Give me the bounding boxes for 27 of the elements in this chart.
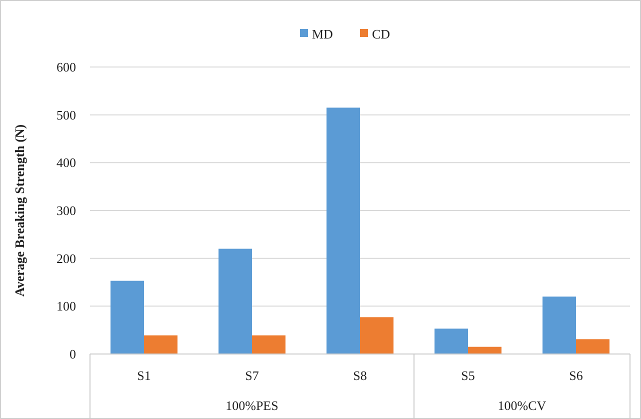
bar bbox=[326, 108, 360, 354]
y-tick-label: 400 bbox=[56, 155, 76, 170]
y-tick-label: 600 bbox=[56, 60, 76, 75]
x-tick-label: S6 bbox=[569, 368, 584, 383]
bar bbox=[360, 317, 394, 354]
bar bbox=[110, 280, 144, 354]
y-axis-title: Average Breaking Strength (N) bbox=[12, 124, 27, 297]
x-tick-label: S7 bbox=[245, 368, 260, 383]
y-tick-label: 200 bbox=[56, 250, 76, 266]
bar bbox=[252, 335, 286, 354]
text: 100%CV bbox=[498, 398, 547, 413]
y-tick-label: 0 bbox=[70, 346, 76, 362]
x-tick-label: S8 bbox=[353, 368, 367, 383]
x-tick-label: S5 bbox=[461, 368, 475, 383]
x-tick-label: S1 bbox=[137, 368, 151, 383]
bar bbox=[218, 248, 252, 354]
legend-label: CD bbox=[372, 26, 390, 42]
bar bbox=[144, 335, 178, 354]
y-tick-label: 300 bbox=[56, 203, 76, 218]
bar bbox=[468, 346, 502, 354]
bar bbox=[576, 339, 610, 354]
legend-label: MD bbox=[312, 26, 333, 42]
text: 100%PES bbox=[226, 398, 278, 413]
bar bbox=[434, 328, 468, 354]
y-tick-label: 100 bbox=[56, 298, 76, 314]
bar bbox=[542, 296, 576, 354]
y-tick-label: 500 bbox=[56, 107, 76, 122]
